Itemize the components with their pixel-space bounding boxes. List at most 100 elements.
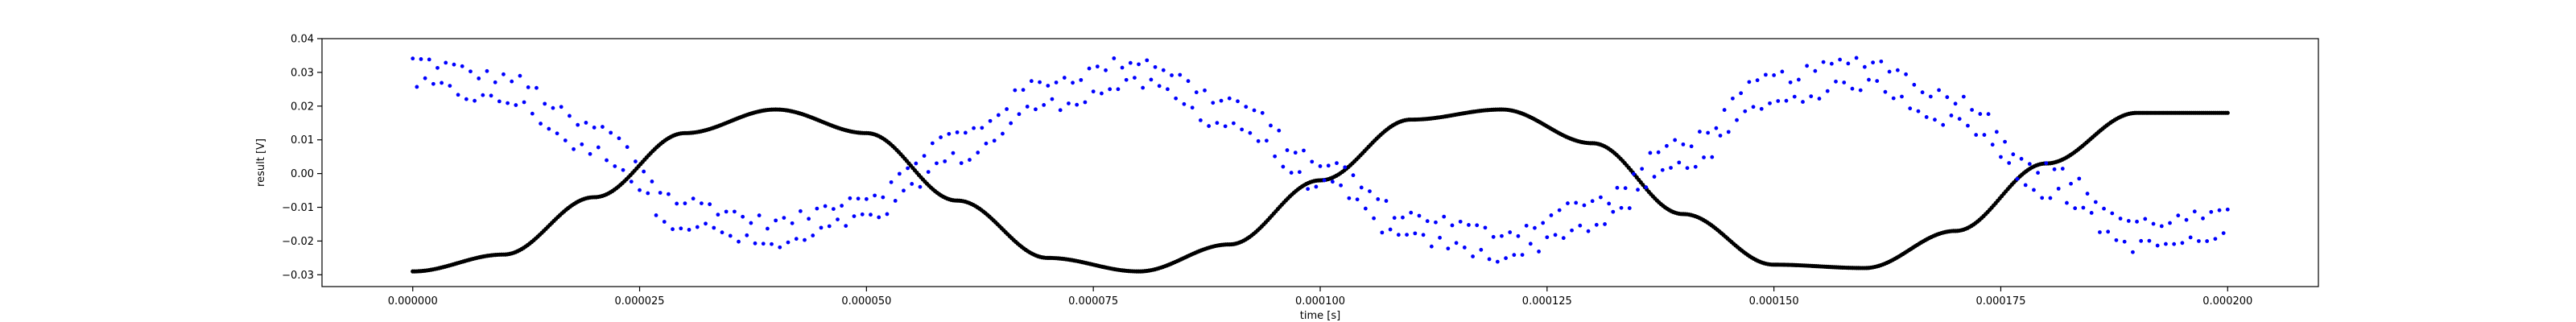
blue-series-point xyxy=(728,233,733,238)
x-tick-label: 0.000050 xyxy=(841,295,891,308)
blue-series-point xyxy=(943,159,947,163)
blue-series-point xyxy=(1104,68,1108,72)
blue-series-point xyxy=(1549,213,1554,217)
blue-series-point xyxy=(1199,118,1203,122)
blue-series-point xyxy=(992,138,997,143)
blue-series-point xyxy=(1673,138,1678,142)
blue-series-point xyxy=(877,215,881,220)
blue-series-point xyxy=(683,201,687,206)
blue-series-point xyxy=(2093,200,2098,204)
blue-series-point xyxy=(1108,87,1113,92)
blue-series-point xyxy=(2011,152,2016,157)
blue-series-point xyxy=(1330,180,1335,184)
blue-series-point xyxy=(2168,221,2172,225)
blue-series-point xyxy=(2122,239,2127,244)
blue-series-point xyxy=(2015,176,2020,181)
blue-series-point xyxy=(1834,79,1838,84)
blue-series-point xyxy=(1038,80,1042,85)
blue-series-point xyxy=(1726,130,1731,134)
series-layer xyxy=(411,56,2230,274)
blue-series-point xyxy=(638,188,642,192)
blue-series-point xyxy=(745,233,749,237)
series-black-points xyxy=(411,107,2230,274)
blue-series-point xyxy=(1491,234,1496,239)
y-tick-label: 0.02 xyxy=(291,101,314,113)
blue-series-point xyxy=(1656,150,1661,155)
blue-series-point xyxy=(885,212,890,217)
blue-series-point xyxy=(1124,77,1129,82)
blue-series-point xyxy=(2159,224,2164,229)
blue-series-point xyxy=(1660,167,1665,172)
blue-series-point xyxy=(2003,139,2007,144)
y-tick-label: 0.00 xyxy=(291,168,314,180)
blue-series-point xyxy=(423,76,427,80)
blue-series-point xyxy=(1916,109,1921,114)
blue-series-point xyxy=(1116,87,1121,92)
blue-series-point xyxy=(1396,233,1401,237)
blue-series-point xyxy=(1380,230,1385,235)
blue-series-point xyxy=(1161,68,1166,72)
blue-series-point xyxy=(1920,90,1925,95)
blue-series-point xyxy=(419,57,423,61)
blue-series-point xyxy=(708,202,712,207)
blue-series-point xyxy=(646,191,650,196)
blue-series-point xyxy=(1054,80,1059,85)
blue-series-point xyxy=(819,225,824,230)
blue-series-point xyxy=(572,147,576,151)
blue-series-point xyxy=(1871,60,1876,65)
blue-series-point xyxy=(1207,124,1212,128)
blue-series-point xyxy=(1277,128,1282,133)
blue-series-point xyxy=(2131,250,2135,254)
blue-series-point xyxy=(675,201,679,206)
blue-series-point xyxy=(1986,112,1991,117)
blue-series-point xyxy=(790,221,795,225)
blue-series-point xyxy=(1067,101,1071,105)
blue-series-point xyxy=(584,121,588,125)
blue-series-point xyxy=(1537,250,1541,254)
blue-series-point xyxy=(1359,185,1364,190)
blue-series-point xyxy=(580,142,584,147)
blue-series-point xyxy=(1821,60,1826,64)
blue-series-point xyxy=(539,122,543,126)
blue-series-point xyxy=(535,85,539,90)
blue-series-point xyxy=(794,237,799,242)
blue-series-point xyxy=(543,101,547,106)
blue-series-point xyxy=(1475,223,1480,228)
blue-series-point xyxy=(1351,173,1356,178)
blue-series-point xyxy=(1677,160,1682,165)
blue-series-point xyxy=(1343,165,1348,170)
blue-series-point xyxy=(654,213,658,217)
blue-series-point xyxy=(914,161,919,166)
blue-series-point xyxy=(2007,161,2012,165)
blue-series-point xyxy=(1970,108,1974,112)
blue-series-point xyxy=(1982,133,1987,137)
blue-series-point xyxy=(1281,164,1286,169)
blue-series-point xyxy=(2209,209,2214,214)
blue-series-point xyxy=(930,141,935,146)
blue-series-point xyxy=(2081,205,2086,210)
blue-series-point xyxy=(1091,89,1096,94)
blue-series-point xyxy=(464,97,469,101)
blue-series-point xyxy=(1194,90,1199,95)
blue-series-point xyxy=(1429,244,1434,249)
blue-series-point xyxy=(1405,233,1409,237)
blue-series-point xyxy=(1829,61,1834,66)
blue-series-point xyxy=(1145,58,1150,63)
blue-series-point xyxy=(1392,216,1397,221)
blue-series-point xyxy=(902,188,906,193)
blue-series-point xyxy=(1149,77,1154,82)
x-axis-label: time [s] xyxy=(1300,310,1340,322)
blue-series-point xyxy=(634,159,638,163)
blue-series-point xyxy=(959,161,964,166)
blue-series-point xyxy=(1541,221,1546,225)
blue-series-point xyxy=(873,193,877,198)
blue-series-point xyxy=(444,60,448,65)
y-tick-label: −0.02 xyxy=(282,236,314,248)
blue-series-point xyxy=(1846,61,1851,66)
blue-series-point xyxy=(1825,89,1830,93)
blue-series-point xyxy=(667,192,671,196)
blue-series-point xyxy=(2118,217,2123,221)
blue-series-point xyxy=(1627,206,1632,210)
blue-series-point xyxy=(2176,213,2181,218)
y-axis-ticks: −0.03 −0.02 −0.01 0.00 0.01 0.02 0.03 0.04 xyxy=(282,34,322,282)
